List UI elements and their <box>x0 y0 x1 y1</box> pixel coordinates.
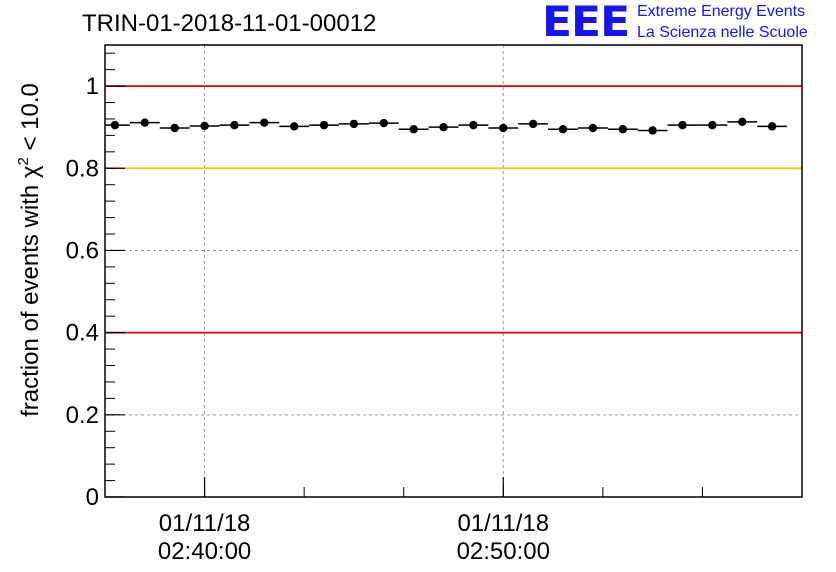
data-point <box>499 123 508 133</box>
x-tick-label-time: 02:40:00 <box>158 538 251 565</box>
chart-title: TRIN-01-2018-11-01-00012 <box>82 10 377 37</box>
y-axis-label: fraction of events with χ2 < 10.0 <box>15 83 44 417</box>
reference-lines <box>105 85 802 334</box>
logo-text-line2: La Scienza nelle Scuole <box>637 24 808 41</box>
plot-frame <box>104 44 803 498</box>
data-point <box>140 118 150 127</box>
y-tick-label: 1 <box>86 73 99 100</box>
y-axis-label-suffix: < 10.0 <box>17 83 44 157</box>
x-tick-label-date: 01/11/18 <box>159 510 251 537</box>
data-point <box>558 125 568 134</box>
data-point <box>439 122 448 132</box>
data-points <box>105 117 788 135</box>
data-point <box>260 118 269 127</box>
data-point <box>738 117 747 127</box>
data-point <box>588 123 598 133</box>
y-tick-label: 0.8 <box>66 155 99 182</box>
y-tick-label: 0.6 <box>66 237 99 264</box>
data-point <box>648 126 657 135</box>
data-point <box>170 123 179 133</box>
logo-text-line1: Extreme Energy Events <box>637 3 806 20</box>
data-point <box>349 119 359 129</box>
y-axis-label-prefix: fraction of events with <box>17 178 44 417</box>
data-point <box>409 125 418 134</box>
data-point <box>767 122 777 131</box>
data-point <box>230 120 239 130</box>
y-tick-label: 0.2 <box>66 402 99 429</box>
x-tick-label-time: 02:50:00 <box>457 538 550 565</box>
data-point <box>678 120 687 130</box>
data-point <box>319 120 329 130</box>
data-point <box>528 119 538 129</box>
x-tick-label-date: 01/11/18 <box>457 510 549 537</box>
data-point <box>200 121 209 131</box>
grid-layer <box>105 45 802 498</box>
axes: 00.20.40.60.8101/11/1802:40:0001/11/1802… <box>66 52 703 565</box>
eee-logo-mark: EEE <box>542 0 630 47</box>
y-tick-label: 0 <box>86 484 99 511</box>
y-tick-label: 0.4 <box>66 320 99 347</box>
y-axis-label-sup: 2 <box>15 157 32 165</box>
data-point <box>110 120 120 130</box>
data-point <box>379 118 388 128</box>
data-point <box>708 120 717 130</box>
data-point <box>618 125 627 134</box>
data-point <box>289 122 299 131</box>
data-point <box>469 120 478 130</box>
y-axis-label-symbol: χ <box>17 165 44 178</box>
